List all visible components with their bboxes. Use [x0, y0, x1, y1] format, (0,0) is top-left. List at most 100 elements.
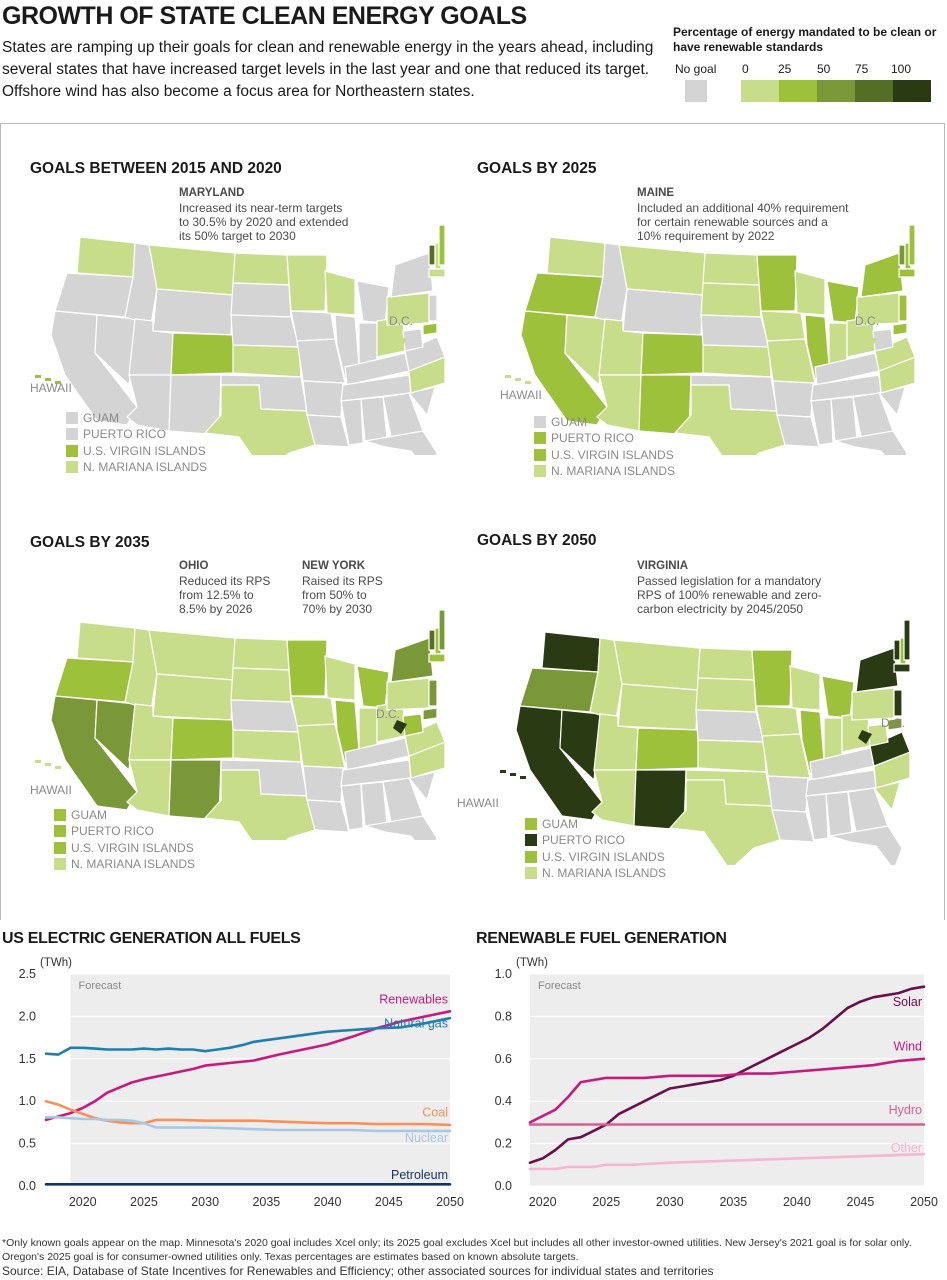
state-ny	[390, 252, 434, 298]
state-ne	[230, 699, 300, 733]
state-or	[54, 657, 134, 703]
hawaii-island	[525, 381, 531, 384]
source-note: Source: EIA, Database of State Incentive…	[2, 1264, 714, 1278]
annotation-maryland-line-2: to 30.5% by 2020 and extended	[179, 215, 349, 229]
state-ny	[860, 252, 904, 298]
legend-swatch-0	[741, 80, 779, 102]
label-hawaii-2020: HAWAII	[30, 381, 72, 395]
x-tick-label: 2035	[719, 1195, 747, 1209]
map-states	[505, 225, 915, 455]
state-ks	[702, 344, 772, 378]
state-la	[306, 414, 350, 448]
state-wi	[324, 655, 356, 701]
territory-swatch	[54, 825, 66, 837]
state-wv	[402, 328, 424, 352]
territory-puerto-rico-2025: PUERTO RICO	[534, 431, 634, 445]
state-fl	[364, 430, 438, 455]
legend-swatch-100	[893, 80, 931, 102]
state-ia	[760, 310, 806, 342]
us-map-2025	[505, 225, 915, 455]
territory-virgin-islands-2035: U.S. VIRGIN ISLANDS	[54, 841, 194, 855]
state-nd	[232, 637, 290, 671]
hawaii-island	[45, 763, 51, 766]
series-label-natural-gas: Natural gas	[384, 1016, 448, 1030]
forecast-region	[70, 974, 450, 1186]
y-axis-label: (TWh)	[40, 957, 72, 969]
state-ia	[755, 705, 801, 737]
state-nj	[428, 294, 438, 322]
state-nd	[697, 647, 755, 681]
y-tick-label: 1.0	[19, 1094, 36, 1108]
hawaii-island	[45, 378, 51, 381]
label-hawaii-2050: HAWAII	[457, 796, 499, 810]
territory-puerto-rico-2035: PUERTO RICO	[54, 824, 154, 838]
series-label-coal: Coal	[422, 1105, 448, 1119]
hawaii-island	[500, 770, 506, 773]
state-pa	[851, 687, 895, 721]
state-wy	[152, 288, 234, 336]
state-md	[892, 322, 908, 336]
state-nj	[428, 679, 438, 707]
territory-puerto-rico-2020: PUERTO RICO	[66, 427, 166, 441]
state-va	[869, 731, 910, 767]
territory-virgin-islands-2020: U.S. VIRGIN ISLANDS	[66, 444, 206, 458]
state-wy	[617, 683, 699, 731]
dc-marker	[863, 335, 877, 349]
state-ma	[898, 268, 915, 278]
legend-title: Percentage of energy mandated to be clea…	[673, 25, 937, 54]
forecast-label: Forecast	[78, 980, 121, 992]
state-mt	[148, 244, 236, 296]
state-ne	[230, 314, 300, 348]
territory-swatch	[66, 412, 78, 424]
state-wy	[152, 673, 234, 721]
footnote: *Only known goals appear on the map. Min…	[2, 1237, 912, 1263]
x-tick-label: 2020	[69, 1195, 97, 1209]
state-mn	[751, 649, 793, 707]
series-label-hydro: Hydro	[889, 1103, 922, 1117]
x-tick-label: 2030	[191, 1195, 219, 1209]
x-tick-label: 2020	[529, 1195, 557, 1209]
annotation-ohio-line-3: 8.5% by 2026	[179, 602, 253, 616]
territory-guam-2050: GUAM	[525, 817, 578, 831]
y-tick-label: 2.5	[19, 967, 36, 981]
state-wa	[541, 631, 601, 673]
state-pa	[386, 677, 430, 711]
state-ne	[700, 314, 770, 348]
state-co	[640, 332, 706, 376]
state-mi	[356, 665, 390, 709]
territory-swatch	[54, 842, 66, 854]
series-label-other: Other	[891, 1141, 922, 1155]
chart-title-all-fuels: US ELECTRIC GENERATION ALL FUELS	[2, 930, 301, 947]
state-mi	[356, 280, 390, 324]
annotation-new-york-line-3: 70% by 2030	[302, 602, 373, 616]
state-ms	[340, 783, 364, 831]
series-line-renewables	[44, 1010, 452, 1122]
state-fl	[829, 825, 903, 865]
series-line-natural-gas	[44, 1016, 452, 1056]
series-label-renewables: Renewables	[379, 993, 448, 1007]
y-tick-label: 0.0	[495, 1179, 512, 1193]
state-sd	[695, 677, 757, 713]
legend-swatch-25	[779, 80, 817, 102]
state-pa	[856, 292, 900, 326]
annotation-maryland-line-1: Increased its near-term targets	[179, 201, 343, 215]
territory-puerto-rico-2050: PUERTO RICO	[525, 833, 625, 847]
state-va	[874, 336, 915, 372]
state-va	[404, 721, 445, 757]
state-wi	[324, 270, 356, 316]
map-title-2025: GOALS BY 2025	[477, 160, 597, 177]
annotation-ohio-line-2: from 12.5% to	[179, 588, 254, 602]
hawaii-island	[505, 375, 511, 378]
state-tx	[203, 769, 316, 840]
state-md	[422, 707, 438, 721]
y-tick-label: 2.0	[19, 1009, 36, 1023]
us-map-2035	[35, 610, 445, 840]
territory-mariana-2050: N. MARIANA ISLANDS	[525, 866, 666, 880]
legend-no-goal-label: No goal	[675, 62, 717, 76]
territory-swatch	[525, 851, 537, 863]
territory-virgin-islands-2025: U.S. VIRGIN ISLANDS	[534, 448, 674, 462]
territory-mariana-2025: N. MARIANA ISLANDS	[534, 464, 675, 478]
series-label-nuclear: Nuclear	[405, 1131, 448, 1145]
annotation-ohio-title: OHIO	[179, 560, 209, 572]
annotation-maine-line-2: for certain renewable sources and a	[637, 215, 828, 229]
